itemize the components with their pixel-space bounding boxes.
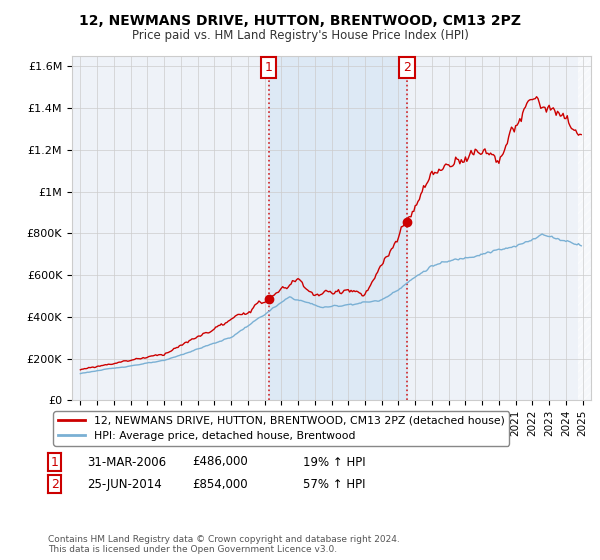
Bar [578,56,591,400]
Text: 2: 2 [51,478,59,491]
Text: 12, NEWMANS DRIVE, HUTTON, BRENTWOOD, CM13 2PZ: 12, NEWMANS DRIVE, HUTTON, BRENTWOOD, CM… [79,14,521,28]
Legend: 12, NEWMANS DRIVE, HUTTON, BRENTWOOD, CM13 2PZ (detached house), HPI: Average pr: 12, NEWMANS DRIVE, HUTTON, BRENTWOOD, CM… [53,412,509,446]
Text: Contains HM Land Registry data © Crown copyright and database right 2024.
This d: Contains HM Land Registry data © Crown c… [48,535,400,554]
Text: 19% ↑ HPI: 19% ↑ HPI [303,455,365,469]
Text: £486,000: £486,000 [192,455,248,469]
Text: 1: 1 [51,455,59,469]
Bar [269,56,407,400]
Text: £854,000: £854,000 [192,478,248,491]
Text: 1: 1 [265,61,272,74]
Text: 57% ↑ HPI: 57% ↑ HPI [303,478,365,491]
Text: 31-MAR-2006: 31-MAR-2006 [87,455,166,469]
Text: 2: 2 [403,61,411,74]
Text: 25-JUN-2014: 25-JUN-2014 [87,478,162,491]
Text: Price paid vs. HM Land Registry's House Price Index (HPI): Price paid vs. HM Land Registry's House … [131,29,469,42]
